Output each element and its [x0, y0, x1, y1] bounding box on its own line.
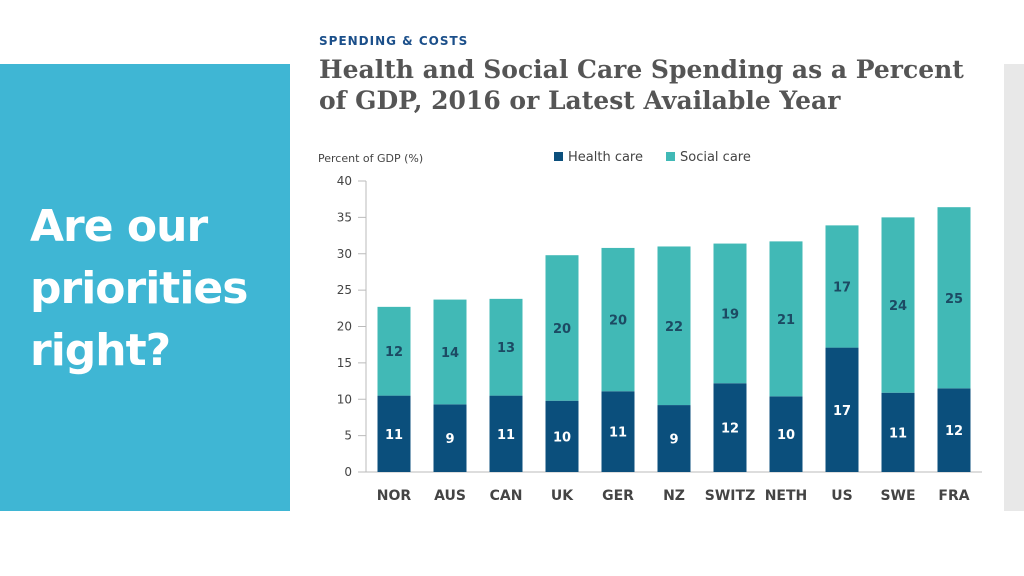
data-label-social: 14 — [441, 346, 459, 361]
y-tick-label: 10 — [337, 392, 352, 406]
bar-health-aus — [433, 404, 467, 472]
data-label-health: 11 — [889, 426, 907, 441]
x-tick-label: US — [831, 488, 852, 504]
bar-social-aus — [433, 299, 467, 405]
y-axis-label: Percent of GDP (%) — [318, 152, 423, 165]
legend-label-1: Health care — [568, 150, 643, 165]
bar-social-can — [489, 298, 523, 396]
slide-title-line-3: right? — [30, 325, 171, 376]
y-tick-label: 0 — [344, 465, 352, 479]
bar-social-nz — [657, 246, 691, 406]
legend-swatch-1 — [554, 152, 563, 161]
y-tick-label: 20 — [337, 320, 352, 334]
title-panel — [0, 64, 290, 511]
y-tick-label: 30 — [337, 247, 352, 261]
data-label-social: 12 — [385, 345, 403, 360]
bar-social-neth — [769, 241, 803, 397]
y-tick-label: 5 — [344, 429, 352, 443]
data-label-health: 12 — [721, 422, 739, 437]
data-label-health: 10 — [553, 430, 571, 445]
x-tick-label: NZ — [663, 488, 685, 504]
data-label-social: 25 — [945, 292, 963, 307]
y-tick-label: 15 — [337, 356, 352, 370]
x-tick-label: SWE — [880, 488, 915, 504]
data-label-social: 21 — [777, 313, 795, 328]
stacked-bar-chart: Percent of GDP (%) Health care Social care… — [318, 150, 982, 504]
x-tick-label: CAN — [490, 488, 523, 504]
bar-social-uk — [545, 255, 579, 401]
data-label-social: 19 — [721, 307, 739, 322]
bar-social-us — [825, 225, 859, 348]
data-label-social: 13 — [497, 341, 515, 356]
bar-social-ger — [601, 247, 635, 392]
bar-social-nor — [377, 306, 411, 396]
bar-social-switz — [713, 243, 747, 384]
data-label-health: 9 — [445, 432, 454, 447]
slide-title-line-1: Are our — [30, 201, 208, 252]
bar-health-us — [825, 347, 859, 472]
chart-title: Health and Social Care Spending as a Per… — [319, 54, 1005, 116]
x-tick-label: GER — [602, 488, 634, 504]
bar-health-switz — [713, 383, 747, 472]
chart-title-line-1: Health and Social Care Spending as a Per… — [319, 55, 964, 84]
x-tick-label: NOR — [377, 488, 412, 504]
data-label-health: 10 — [777, 428, 795, 443]
data-label-social: 24 — [889, 299, 907, 314]
legend-swatch-2 — [666, 152, 675, 161]
bar-health-nz — [657, 405, 691, 472]
right-edge-bar — [1004, 64, 1024, 511]
data-label-health: 17 — [833, 404, 851, 419]
y-tick-label: 40 — [337, 174, 352, 188]
bar-health-can — [489, 395, 523, 472]
slide-title-line-2: priorities — [30, 263, 248, 314]
data-label-health: 11 — [609, 426, 627, 441]
data-label-social: 17 — [833, 280, 851, 295]
y-tick-label: 25 — [337, 283, 352, 297]
bar-social-fra — [937, 207, 971, 389]
legend-label-2: Social care — [680, 150, 751, 165]
data-label-social: 22 — [665, 320, 683, 335]
bar-health-neth — [769, 396, 803, 472]
bar-health-fra — [937, 388, 971, 472]
x-tick-label: SWITZ — [705, 488, 755, 504]
data-label-health: 11 — [385, 428, 403, 443]
bar-social-swe — [881, 217, 915, 393]
data-label-health: 11 — [497, 428, 515, 443]
x-tick-label: UK — [551, 488, 574, 504]
figure-kicker: SPENDING & COSTS — [319, 34, 469, 48]
bar-health-swe — [881, 392, 915, 472]
data-label-social: 20 — [609, 314, 627, 329]
y-tick-label: 35 — [337, 210, 352, 224]
data-label-health: 9 — [669, 433, 678, 448]
x-tick-label: FRA — [938, 488, 969, 504]
bar-health-uk — [545, 400, 579, 472]
chart-title-line-2: of GDP, 2016 or Latest Available Year — [319, 86, 841, 115]
chart-figure: SPENDING & COSTS Health and Social Care … — [318, 28, 1004, 512]
x-tick-label: AUS — [434, 488, 466, 504]
x-tick-label: NETH — [765, 488, 808, 504]
data-label-social: 20 — [553, 322, 571, 337]
bar-health-ger — [601, 391, 635, 472]
slide-title: Are our priorities right? — [30, 196, 280, 382]
data-label-health: 12 — [945, 424, 963, 439]
bar-health-nor — [377, 395, 411, 472]
